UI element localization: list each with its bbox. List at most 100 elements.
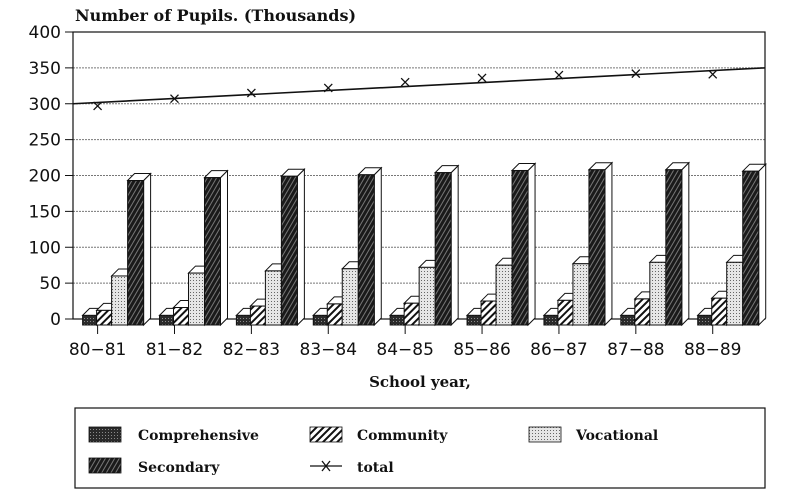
total-marker	[708, 69, 718, 79]
bar-secondary	[588, 169, 606, 326]
legend-label-secondary: Secondary	[138, 460, 220, 476]
bar-comprehensive	[697, 314, 713, 326]
total-marker	[631, 69, 641, 79]
bar-comprehensive	[466, 314, 482, 326]
gridlines	[73, 67, 765, 284]
total-trend-line	[72, 67, 766, 105]
bar-community	[634, 298, 651, 326]
x-tick-label: 86−87	[530, 340, 588, 360]
legend-swatch-community	[309, 426, 343, 443]
total-series	[72, 67, 766, 111]
y-tick-label: 100	[29, 238, 61, 258]
bar-vocational	[187, 272, 205, 326]
bar-comprehensive	[543, 314, 559, 326]
legend-label-total: total	[357, 460, 394, 476]
bars	[81, 161, 767, 327]
x-tick-label: 85−86	[453, 340, 511, 360]
bar-vocational	[726, 261, 744, 326]
x-tick-label: 80−81	[69, 340, 127, 360]
legend-label-comprehensive: Comprehensive	[138, 428, 259, 444]
bar-vocational	[418, 266, 436, 326]
bar-group	[388, 164, 460, 327]
bar-comprehensive	[620, 314, 636, 326]
bar-side-secondary	[758, 162, 767, 327]
bar-community	[480, 300, 497, 326]
x-tick-label: 88−89	[684, 340, 742, 360]
chart-title: Number of Pupils. (Thousands)	[75, 6, 356, 25]
y-tick-label: 0	[50, 310, 61, 330]
y-tick-label: 400	[29, 23, 61, 43]
bar-community	[96, 309, 113, 326]
legend-swatch-secondary	[88, 457, 122, 474]
y-axis-ticks: 0 50 100 150 200 250 300 350 400	[29, 23, 73, 330]
bar-secondary	[434, 172, 452, 326]
bar-group	[235, 168, 306, 327]
bar-comprehensive	[82, 314, 98, 326]
x-axis-ticks: 80−81 81−82 82−83 83−84 84−85 85−86 86−87 87−88…	[69, 325, 742, 360]
x-tick-label: 83−84	[300, 340, 358, 360]
bar-secondary	[511, 169, 529, 326]
bar-side-secondary	[527, 162, 536, 327]
x-tick-label: 84−85	[376, 340, 434, 360]
bar-community	[249, 305, 266, 326]
bar-community	[326, 303, 343, 326]
bar-community	[557, 299, 574, 326]
bar-secondary	[357, 174, 375, 326]
total-marker	[246, 88, 256, 98]
total-marker	[323, 83, 333, 93]
bar-community	[711, 297, 728, 326]
bar-secondary	[280, 175, 298, 326]
bar-group	[465, 162, 537, 327]
bar-comprehensive	[235, 314, 251, 326]
total-marker	[554, 70, 564, 80]
y-tick-label: 300	[29, 95, 61, 115]
bar-group	[696, 162, 767, 327]
bar-comprehensive	[158, 314, 174, 326]
bar-side-secondary	[143, 172, 152, 327]
y-tick-label: 150	[29, 202, 61, 222]
x-tick-label: 82−83	[223, 340, 281, 360]
bar-group	[312, 166, 383, 327]
legend-swatch-comprehensive	[88, 426, 122, 443]
bar-side-secondary	[219, 169, 228, 327]
bar-vocational	[341, 268, 359, 326]
bar-vocational	[495, 264, 513, 326]
x-tick-label: 81−82	[146, 340, 204, 360]
y-tick-label: 200	[29, 167, 61, 187]
bar-group	[158, 169, 229, 327]
x-tick-label: 87−88	[607, 340, 665, 360]
bar-side-secondary	[681, 161, 690, 327]
legend-swatch-vocational	[528, 426, 562, 443]
legend: Comprehensive Community Vocational Secon…	[74, 407, 766, 489]
y-tick-label: 250	[29, 131, 61, 151]
legend-box	[74, 407, 766, 489]
bar-community	[403, 302, 420, 326]
bar-vocational	[264, 270, 282, 326]
bar-secondary	[665, 169, 683, 326]
bar-secondary	[742, 170, 760, 326]
y-tick-label: 50	[39, 274, 61, 294]
bar-side-secondary	[373, 166, 382, 327]
bar-group	[81, 172, 152, 327]
legend-label-vocational: Vocational	[575, 428, 658, 444]
y-tick-label: 350	[29, 59, 61, 79]
bar-side-secondary	[604, 161, 613, 327]
total-marker	[400, 77, 410, 87]
bar-group	[542, 161, 614, 327]
bar-comprehensive	[312, 314, 328, 326]
x-axis-label: School year,	[369, 373, 471, 391]
bar-side-secondary	[450, 164, 459, 327]
bar-comprehensive	[389, 314, 405, 326]
bar-community	[172, 307, 189, 326]
bar-secondary	[203, 177, 221, 326]
bar-secondary	[127, 180, 145, 326]
legend-label-community: Community	[357, 428, 448, 444]
bar-vocational	[649, 261, 667, 326]
total-marker	[477, 73, 487, 83]
legend-swatch-total	[310, 460, 342, 472]
bar-group	[619, 161, 691, 327]
bar-vocational	[111, 275, 129, 326]
bar-vocational	[572, 263, 590, 326]
bar-side-secondary	[296, 168, 305, 327]
